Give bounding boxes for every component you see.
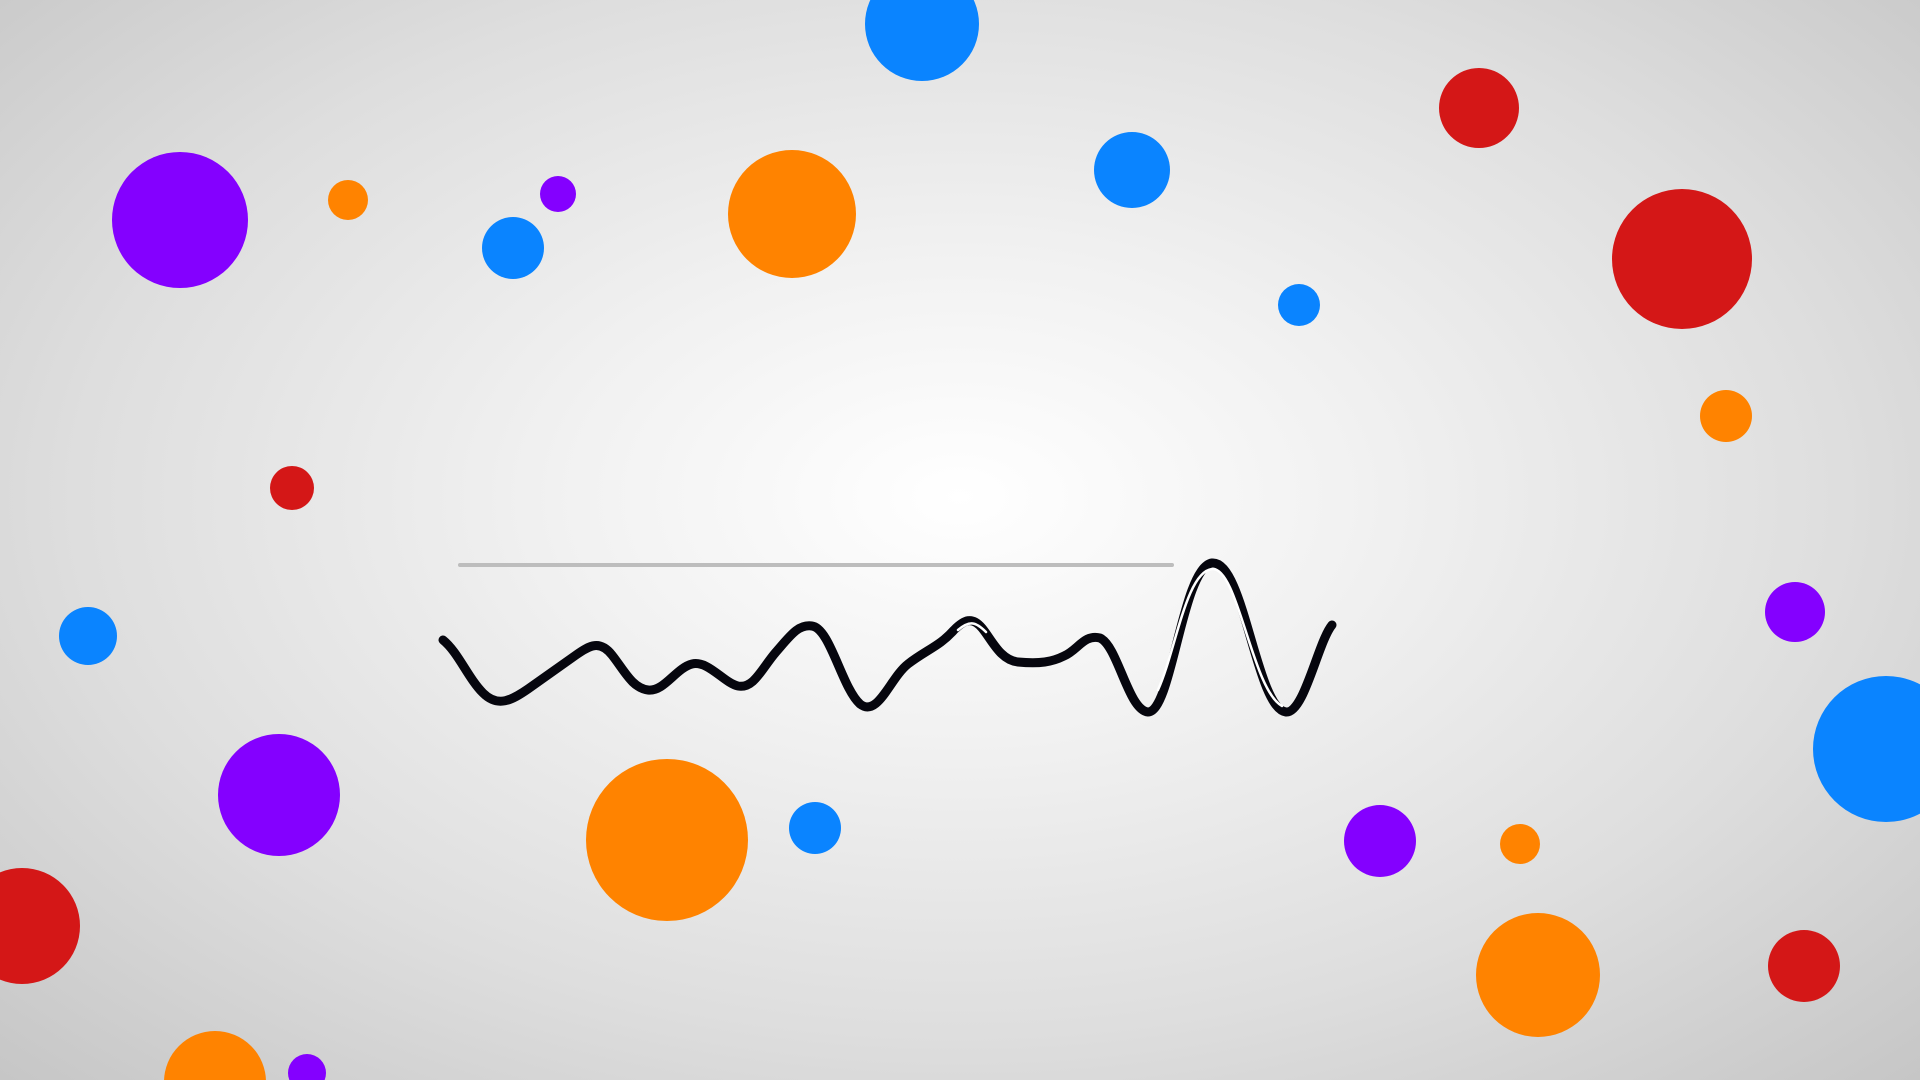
orange-bubble[interactable] xyxy=(1500,824,1540,864)
orange-bubble[interactable] xyxy=(728,150,856,278)
orange-bubble[interactable] xyxy=(1476,913,1600,1037)
blue-bubble[interactable] xyxy=(1813,676,1920,822)
red-bubble[interactable] xyxy=(1439,68,1519,148)
purple-bubble[interactable] xyxy=(1344,805,1416,877)
purple-bubble[interactable] xyxy=(540,176,576,212)
orange-bubble[interactable] xyxy=(1700,390,1752,442)
blue-bubble[interactable] xyxy=(789,802,841,854)
blue-bubble[interactable] xyxy=(482,217,544,279)
purple-bubble[interactable] xyxy=(288,1054,326,1080)
purple-bubble[interactable] xyxy=(1765,582,1825,642)
wave-stroke-highlight xyxy=(956,567,1284,708)
red-bubble[interactable] xyxy=(1612,189,1752,329)
blue-bubble[interactable] xyxy=(1094,132,1170,208)
blue-bubble[interactable] xyxy=(59,607,117,665)
blue-bubble[interactable] xyxy=(1278,284,1320,326)
orange-bubble[interactable] xyxy=(164,1031,266,1080)
blue-bubble[interactable] xyxy=(865,0,979,81)
orange-bubble[interactable] xyxy=(328,180,368,220)
purple-bubble[interactable] xyxy=(112,152,248,288)
purple-bubble[interactable] xyxy=(218,734,340,856)
red-bubble[interactable] xyxy=(1768,930,1840,1002)
red-bubble[interactable] xyxy=(270,466,314,510)
wave-stroke-outline xyxy=(438,558,1337,717)
orange-bubble[interactable] xyxy=(586,759,748,921)
red-bubble[interactable] xyxy=(0,868,80,984)
